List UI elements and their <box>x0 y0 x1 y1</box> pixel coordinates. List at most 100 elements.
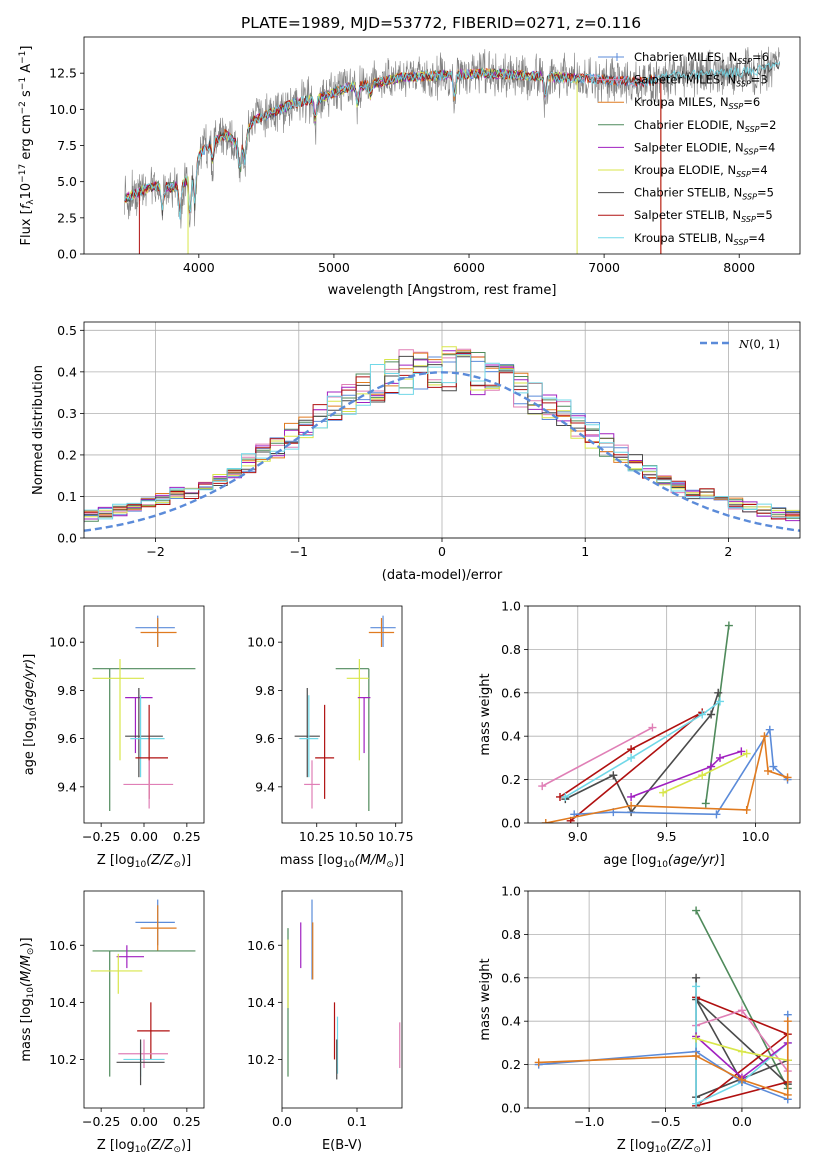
weight-marker-kroupa_miles <box>692 1051 701 1060</box>
histogram-salpeter_stelib <box>84 352 800 520</box>
weight-marker-kroupa_miles <box>783 1090 792 1099</box>
errorbar-salpeter_elodie <box>116 945 144 969</box>
weight-vs-age-panel: 9.0 9.5 10.0 0.0 0.2 0.4 0.6 0.8 1.0 age [log10(a… <box>478 599 801 870</box>
weight-marker-kroupa_stelib <box>692 1099 701 1108</box>
y-tick-label: 12.5 <box>49 66 77 81</box>
weight-marker-chabrier_elodie <box>701 799 710 808</box>
errorbar-kroupa_miles <box>140 618 177 647</box>
x-tick-label: 0.0 <box>272 1114 292 1129</box>
weight-line-salpeter_miles <box>541 726 653 787</box>
legend-label-chabrier_elodie: Chabrier ELODIE, NSSP=2 <box>634 118 776 134</box>
weight-marker-kroupa_miles <box>627 801 636 810</box>
weight-marker-kroupa_elodie <box>692 1034 701 1043</box>
axis-frame-group: −0.25 0.00 0.25 9.4 9.6 9.8 10.0 <box>49 605 205 844</box>
x-tick-label: 0.25 <box>173 829 201 844</box>
legend-label-salpeter_stelib: Salpeter STELIB, NSSP=5 <box>634 208 773 224</box>
y-tick-label: 0.2 <box>501 772 521 787</box>
x-tick-label: 9.5 <box>657 829 677 844</box>
legend-label-kroupa_elodie: Kroupa ELODIE, NSSP=4 <box>634 163 768 179</box>
y-tick-label: 0.0 <box>501 1101 521 1116</box>
x-tick-label: 4000 <box>183 260 215 275</box>
plot-area <box>287 899 401 1080</box>
weight-marker-salpeter_elodie <box>716 753 724 762</box>
weight-marker-kroupa_stelib <box>698 710 707 719</box>
mass-ebv-x-axis-label: E(B-V) <box>322 1138 362 1153</box>
x-tick-label: −0.25 <box>82 1114 120 1129</box>
x-tick-label: 1 <box>581 544 589 559</box>
legend-label-normal: N(0, 1) <box>738 337 780 351</box>
y-tick-label: 1.0 <box>501 599 521 614</box>
weight-marker-kroupa_elodie <box>698 771 707 780</box>
y-tick-label: 10.0 <box>49 635 77 650</box>
weight-marker-salpeter_miles <box>737 1006 746 1015</box>
plot-area <box>538 621 792 823</box>
errorbar-chabrier_elodie <box>335 668 370 811</box>
y-tick-label: 0.5 <box>57 323 77 338</box>
weight-marker-chabrier_stelib <box>609 771 618 780</box>
weight-marker-kroupa_stelib <box>561 792 570 801</box>
mass-vs-metallicity-panel: −0.25 0.00 0.25 10.2 10.4 10.6 Z [log10(Z/Z⊙)]… <box>19 890 205 1155</box>
y-tick-label: 9.8 <box>255 683 275 698</box>
weight-line-chabrier_elodie <box>695 910 789 1089</box>
spectrum-panel: 4000 5000 6000 7000 8000 0.0 2.5 5.0 7.5 10.0 12.5… <box>18 36 801 298</box>
x-tick-label: −0.25 <box>82 829 120 844</box>
weight-series-chabrier_elodie <box>701 621 733 808</box>
age-z-y-axis-label: age [log10(age/yr)] <box>22 654 39 776</box>
axis-frame <box>527 605 801 824</box>
weight-marker-kroupa_elodie <box>742 749 751 758</box>
x-tick-label: 9.0 <box>568 829 588 844</box>
x-tick-label: 10.0 <box>742 829 770 844</box>
errorbar-salpeter_stelib <box>315 704 335 799</box>
weight-marker-chabrier_elodie <box>692 906 701 915</box>
axis-frame <box>83 321 801 539</box>
weight-marker-kroupa_stelib <box>716 697 724 706</box>
errorbar-salpeter_elodie <box>357 697 371 754</box>
mass-z-y-axis-label: mass [log10(M/M⊙)] <box>19 937 36 1061</box>
errorbar-kroupa_miles <box>368 618 395 647</box>
weight-line-salpeter_elodie <box>630 750 742 798</box>
weight-series-chabrier_miles <box>570 725 792 819</box>
weight-marker-chabrier_miles <box>765 725 774 734</box>
age-mass-x-axis-label: mass [log10(M/M⊙)] <box>280 853 404 870</box>
y-tick-label: 10.4 <box>247 995 275 1010</box>
y-tick-label: 0.0 <box>501 816 521 831</box>
y-tick-label: 0.6 <box>501 970 521 985</box>
errorbar-salpeter_miles <box>123 760 174 809</box>
x-tick-label: −0.5 <box>650 1114 680 1129</box>
axis-frame-group: 4000 5000 6000 7000 8000 0.0 2.5 5.0 7.5 10.0 12.5 <box>49 36 801 275</box>
y-tick-label: 10.6 <box>247 938 275 953</box>
weight-marker-salpeter_miles <box>538 782 547 791</box>
x-tick-label: 0.00 <box>130 829 158 844</box>
x-tick-label: 10.50 <box>338 829 374 844</box>
weight-marker-kroupa_miles <box>541 819 550 823</box>
figure-title: PLATE=1989, MJD=53772, FIBERID=0271, z=0… <box>241 14 641 32</box>
weight-series-kroupa_miles <box>541 732 792 823</box>
weight-marker-kroupa_stelib <box>692 982 701 991</box>
residual-histogram-panel: −2 −1 0 1 2 0.0 0.1 0.2 0.3 0.4 0.5 N(0, 1) (data-mo… <box>31 321 801 583</box>
x-tick-label: 0.25 <box>173 1114 201 1129</box>
plot-area <box>90 899 196 1086</box>
model-spectrum-salpeter_stelib <box>124 68 659 214</box>
plot-area <box>124 46 781 254</box>
y-tick-label: 0.0 <box>57 531 77 546</box>
weight-series-salpeter_elodie <box>627 747 746 801</box>
weight-age-x-axis-label: age [log10(age/yr)] <box>603 853 725 870</box>
errorbar-kroupa_miles <box>140 905 177 951</box>
y-tick-label: 10.2 <box>49 1052 77 1067</box>
y-tick-label: 9.4 <box>255 779 275 794</box>
x-tick-label: 0.1 <box>347 1114 367 1129</box>
errorbar-kroupa_stelib <box>299 695 319 778</box>
x-tick-label: 0.00 <box>130 1114 158 1129</box>
weight-age-y-axis-label: mass weight <box>478 673 493 755</box>
axis-frame <box>527 890 801 1109</box>
weight-line-chabrier_miles <box>574 727 789 816</box>
y-tick-label: 9.6 <box>255 731 275 746</box>
x-tick-label: 8000 <box>723 260 755 275</box>
mass-vs-extinction-panel: 0.0 0.1 10.2 10.4 10.6 E(B-V) <box>247 890 403 1153</box>
y-tick-label: 0.4 <box>501 729 521 744</box>
errorbar-salpeter_miles <box>118 1039 168 1069</box>
y-tick-label: 9.8 <box>57 683 77 698</box>
y-tick-label: 0.0 <box>57 247 77 262</box>
y-tick-label: 0.2 <box>57 447 77 462</box>
